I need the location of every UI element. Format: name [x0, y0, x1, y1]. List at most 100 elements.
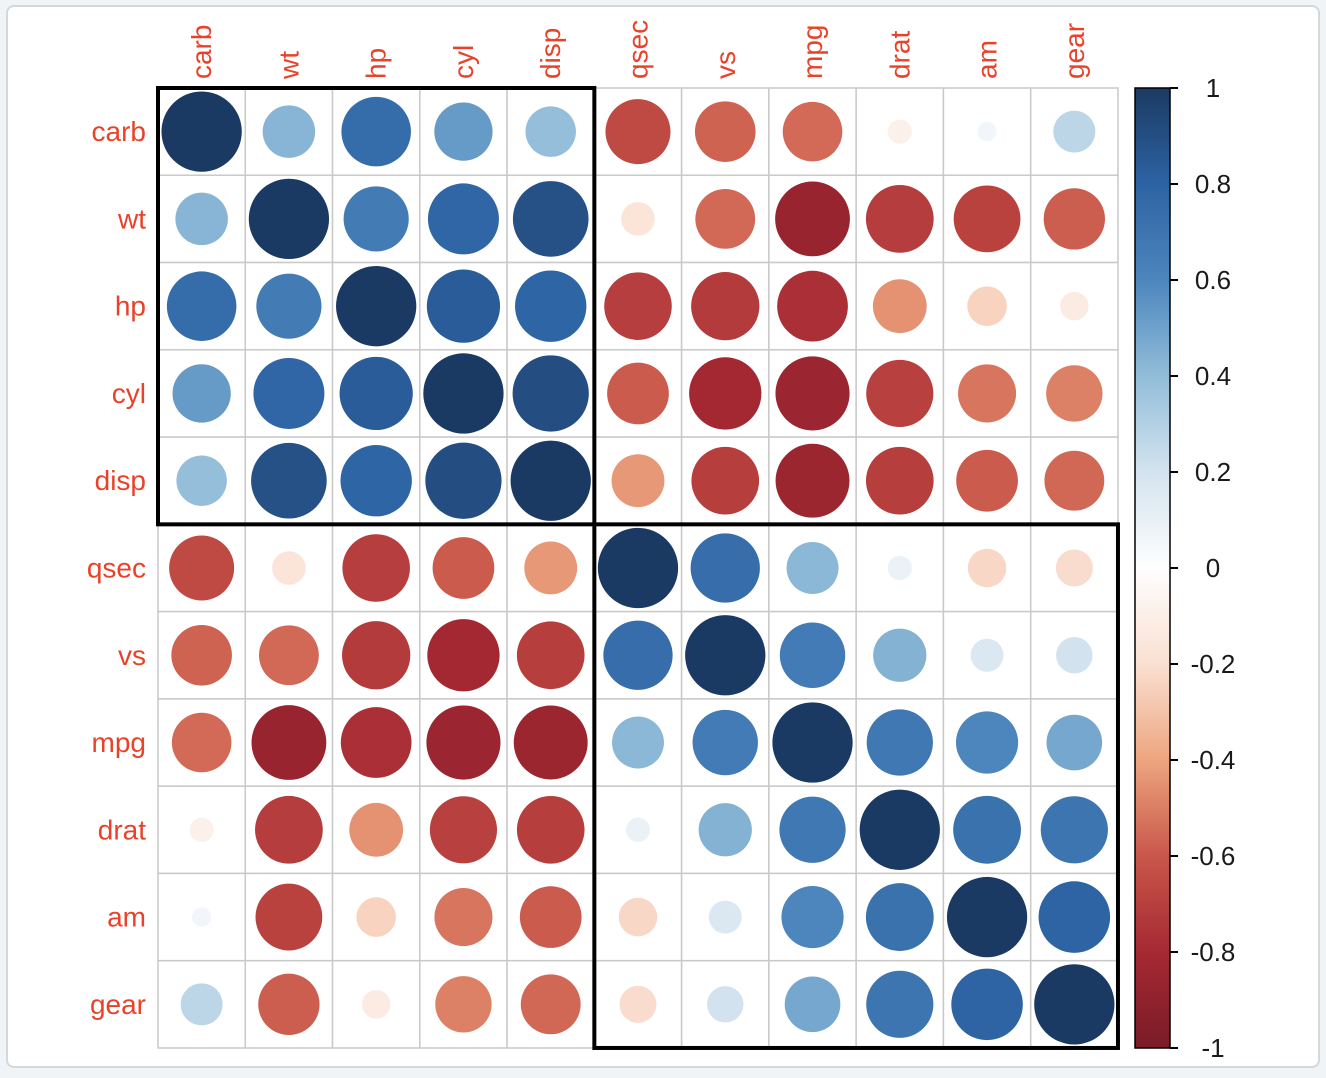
- col-label-wt: wt: [273, 51, 304, 80]
- corr-circle: [525, 106, 576, 157]
- corr-circle: [519, 886, 582, 948]
- corr-circle: [339, 356, 413, 431]
- colorbar-tick-label: -0.6: [1191, 841, 1236, 871]
- corr-circle: [866, 359, 934, 428]
- corr-circle: [619, 985, 657, 1023]
- corr-circle: [887, 119, 912, 144]
- colorbar-tick-label: -1: [1201, 1033, 1224, 1063]
- row-label-mpg: mpg: [92, 727, 146, 758]
- corr-circle: [604, 272, 672, 340]
- col-label-carb: carb: [186, 25, 217, 79]
- corr-circle: [777, 270, 848, 342]
- corr-circle: [251, 442, 327, 519]
- corr-circle: [176, 455, 227, 506]
- corr-circle: [520, 974, 581, 1035]
- corr-circle: [172, 364, 231, 423]
- corr-circle: [970, 638, 1004, 672]
- corr-circle: [340, 707, 412, 778]
- corr-circle: [262, 105, 316, 158]
- colorbar-tick-label: -0.8: [1191, 937, 1236, 967]
- corr-circle: [513, 705, 588, 780]
- corr-circle: [1046, 365, 1103, 422]
- corr-circle: [865, 446, 934, 515]
- corr-circle: [1038, 881, 1111, 953]
- col-label-drat: drat: [884, 31, 915, 79]
- corr-circle: [691, 272, 760, 341]
- corr-circle: [690, 533, 760, 603]
- corr-circle: [625, 817, 651, 842]
- corr-circle: [340, 445, 412, 517]
- col-label-qsec: qsec: [622, 20, 653, 79]
- corr-circle: [698, 803, 752, 857]
- col-label-gear: gear: [1059, 23, 1090, 79]
- corr-circle: [695, 188, 756, 249]
- corr-circle: [423, 353, 504, 434]
- corr-circle: [946, 876, 1028, 958]
- corr-circle: [707, 986, 744, 1023]
- corr-circle: [621, 202, 655, 236]
- corr-circle: [597, 527, 679, 609]
- row-label-hp: hp: [115, 291, 146, 322]
- corr-circle: [951, 968, 1023, 1041]
- row-label-disp: disp: [95, 465, 146, 496]
- corr-circle: [171, 712, 232, 773]
- col-label-hp: hp: [361, 48, 392, 79]
- corr-circle: [432, 537, 495, 599]
- corr-circle: [336, 266, 417, 347]
- corr-circle: [425, 442, 502, 519]
- colorbar-tick-label: 1: [1206, 73, 1220, 103]
- corr-circle: [255, 883, 323, 951]
- corr-circle: [866, 709, 933, 776]
- corr-circle: [772, 702, 853, 783]
- corr-circle: [603, 620, 673, 690]
- corr-circle: [873, 628, 927, 682]
- row-label-vs: vs: [118, 640, 146, 671]
- row-label-am: am: [107, 902, 146, 933]
- corr-circle: [866, 970, 934, 1038]
- corr-circle: [272, 551, 306, 585]
- row-label-carb: carb: [92, 116, 146, 147]
- corr-circle: [251, 705, 327, 780]
- corr-circle: [191, 907, 212, 927]
- corr-circle: [775, 181, 850, 257]
- corr-circle: [618, 897, 658, 937]
- corr-circle: [426, 269, 501, 343]
- corr-circle: [887, 555, 912, 581]
- corr-circle: [342, 534, 410, 602]
- corr-circle: [605, 99, 671, 165]
- colorbar-tick-label: 0.8: [1195, 169, 1231, 199]
- corr-circle: [775, 356, 850, 431]
- corr-circle: [691, 446, 760, 515]
- corr-circle: [435, 976, 492, 1033]
- corr-circle: [967, 286, 1007, 326]
- col-label-cyl: cyl: [448, 45, 479, 79]
- corr-circle: [694, 101, 756, 162]
- corr-circle: [967, 548, 1007, 588]
- row-label-wt: wt: [117, 203, 146, 234]
- corr-circle: [784, 976, 841, 1033]
- col-label-mpg: mpg: [797, 25, 828, 79]
- corr-circle: [429, 796, 498, 864]
- corr-circle: [248, 178, 330, 260]
- corr-circle: [256, 273, 322, 339]
- corr-circle: [175, 192, 228, 246]
- corr-circle: [708, 900, 742, 934]
- corr-circle: [859, 789, 940, 870]
- colorbar-tick-label: -0.4: [1191, 745, 1236, 775]
- corr-circle: [512, 355, 589, 432]
- corr-circle: [434, 888, 493, 947]
- corr-circle: [689, 357, 762, 430]
- corr-circle: [255, 795, 323, 864]
- corr-circle: [782, 101, 843, 162]
- corr-circle: [953, 185, 1021, 253]
- col-label-am: am: [972, 40, 1003, 79]
- colorbar-tick-label: 0.2: [1195, 457, 1231, 487]
- col-label-disp: disp: [535, 28, 566, 79]
- corr-circle: [258, 625, 319, 686]
- corr-circle: [1046, 714, 1103, 771]
- corr-circle: [258, 973, 320, 1035]
- corr-circle: [161, 91, 242, 172]
- corr-circle: [1044, 450, 1105, 511]
- corr-circle: [611, 716, 664, 769]
- corr-circle: [342, 621, 411, 690]
